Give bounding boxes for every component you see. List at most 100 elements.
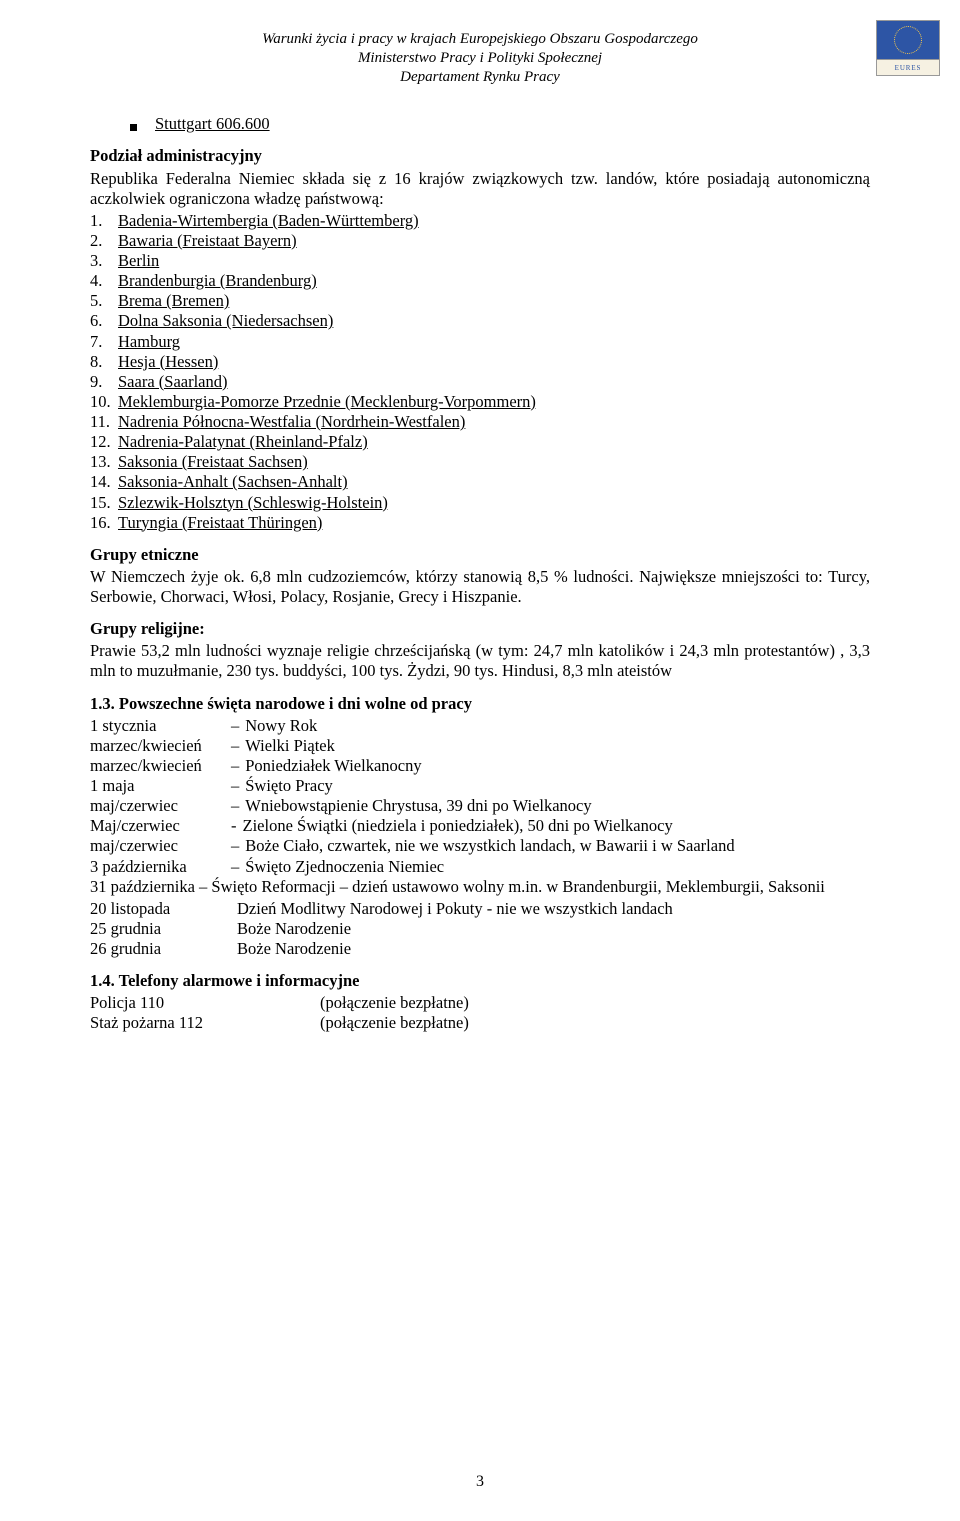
ethnic-text: W Niemczech żyje ok. 6,8 mln cudzoziemcó… bbox=[90, 567, 870, 607]
state-row: 4.Brandenburgia (Brandenburg) bbox=[90, 271, 870, 291]
page-header: Warunki życia i pracy w krajach Europejs… bbox=[90, 30, 870, 86]
bullet-stuttgart: Stuttgart 606.600 bbox=[130, 114, 870, 134]
state-number: 4. bbox=[90, 271, 118, 291]
holiday-row: maj/czerwiec–Wniebowstąpienie Chrystusa,… bbox=[90, 796, 870, 816]
square-bullet-icon bbox=[130, 124, 137, 131]
state-name: Nadrenia Północna-Westfalia (Nordrhein-W… bbox=[118, 412, 465, 432]
holiday-date: marzec/kwiecień bbox=[90, 756, 225, 776]
alarm-note: (połączenie bezpłatne) bbox=[320, 993, 469, 1013]
state-name: Dolna Saksonia (Niedersachsen) bbox=[118, 311, 333, 331]
alarm-name: Policja 110 bbox=[90, 993, 320, 1013]
state-row: 8.Hesja (Hessen) bbox=[90, 352, 870, 372]
holiday-row: 3 października–Święto Zjednoczenia Niemi… bbox=[90, 857, 870, 877]
alarms-heading: 1.4. Telefony alarmowe i informacyjne bbox=[90, 971, 870, 991]
holiday-row: 31 października – Święto Reformacji – dz… bbox=[90, 877, 870, 897]
holiday-row: 25 grudnia Boże Narodzenie bbox=[90, 919, 870, 939]
holiday-label: Zielone Świątki (niedziela i poniedziałe… bbox=[243, 816, 871, 836]
holiday-label: Święto Zjednoczenia Niemiec bbox=[245, 857, 870, 877]
religion-section: Grupy religijne: Prawie 53,2 mln ludnośc… bbox=[90, 619, 870, 681]
ethnic-heading: Grupy etniczne bbox=[90, 545, 870, 565]
state-number: 7. bbox=[90, 332, 118, 352]
state-number: 15. bbox=[90, 493, 118, 513]
state-number: 11. bbox=[90, 412, 118, 432]
state-name: Szlezwik-Holsztyn (Schleswig-Holstein) bbox=[118, 493, 388, 513]
state-row: 7.Hamburg bbox=[90, 332, 870, 352]
holiday-row: 20 listopadaDzień Modlitwy Narodowej i P… bbox=[90, 899, 870, 919]
holiday-date: 1 maja bbox=[90, 776, 225, 796]
state-row: 10.Meklemburgia-Pomorze Przednie (Meckle… bbox=[90, 392, 870, 412]
alarm-row: Policja 110(połączenie bezpłatne) bbox=[90, 993, 870, 1013]
holiday-separator: – bbox=[225, 796, 245, 816]
holiday-date: 20 listopada bbox=[90, 899, 225, 919]
alarms-list: Policja 110(połączenie bezpłatne)Staż po… bbox=[90, 993, 870, 1033]
admin-division-section: Podział administracyjny Republika Federa… bbox=[90, 146, 870, 532]
state-row: 16.Turyngia (Freistaat Thüringen) bbox=[90, 513, 870, 533]
state-number: 9. bbox=[90, 372, 118, 392]
state-name: Badenia-Wirtembergia (Baden-Württemberg) bbox=[118, 211, 419, 231]
alarm-note: (połączenie bezpłatne) bbox=[320, 1013, 469, 1033]
holiday-date: 26 grudnia bbox=[90, 939, 225, 959]
state-row: 12.Nadrenia-Palatynat (Rheinland-Pfalz) bbox=[90, 432, 870, 452]
page-number: 3 bbox=[0, 1473, 960, 1491]
eures-logo: EURES bbox=[876, 20, 940, 78]
state-number: 1. bbox=[90, 211, 118, 231]
state-name: Nadrenia-Palatynat (Rheinland-Pfalz) bbox=[118, 432, 368, 452]
state-number: 16. bbox=[90, 513, 118, 533]
state-name: Bawaria (Freistaat Bayern) bbox=[118, 231, 297, 251]
state-number: 5. bbox=[90, 291, 118, 311]
state-row: 2.Bawaria (Freistaat Bayern) bbox=[90, 231, 870, 251]
holiday-label: Nowy Rok bbox=[245, 716, 870, 736]
state-row: 5.Brema (Bremen) bbox=[90, 291, 870, 311]
holiday-row: marzec/kwiecień–Poniedziałek Wielkanocny bbox=[90, 756, 870, 776]
holidays-heading: 1.3. Powszechne święta narodowe i dni wo… bbox=[90, 694, 870, 714]
holiday-date: maj/czerwiec bbox=[90, 796, 225, 816]
state-number: 14. bbox=[90, 472, 118, 492]
state-row: 11.Nadrenia Północna-Westfalia (Nordrhei… bbox=[90, 412, 870, 432]
alarms-section: 1.4. Telefony alarmowe i informacyjne Po… bbox=[90, 971, 870, 1033]
holiday-date: 25 grudnia bbox=[90, 919, 225, 939]
holiday-separator: - bbox=[225, 816, 243, 836]
state-row: 15.Szlezwik-Holsztyn (Schleswig-Holstein… bbox=[90, 493, 870, 513]
state-row: 1.Badenia-Wirtembergia (Baden-Württember… bbox=[90, 211, 870, 231]
religion-text: Prawie 53,2 mln ludności wyznaje religie… bbox=[90, 641, 870, 681]
eures-logo-text: EURES bbox=[876, 60, 940, 76]
states-list: 1.Badenia-Wirtembergia (Baden-Württember… bbox=[90, 211, 870, 533]
holiday-separator: – bbox=[225, 857, 245, 877]
admin-intro-text: Republika Federalna Niemiec składa się z… bbox=[90, 169, 870, 209]
religion-heading: Grupy religijne: bbox=[90, 619, 870, 639]
admin-heading: Podział administracyjny bbox=[90, 146, 870, 166]
header-line-1: Warunki życia i pracy w krajach Europejs… bbox=[90, 30, 870, 49]
state-name: Turyngia (Freistaat Thüringen) bbox=[118, 513, 322, 533]
holiday-label: Boże Narodzenie bbox=[237, 919, 870, 939]
state-name: Berlin bbox=[118, 251, 159, 271]
holiday-row: marzec/kwiecień–Wielki Piątek bbox=[90, 736, 870, 756]
holidays-section: 1.3. Powszechne święta narodowe i dni wo… bbox=[90, 694, 870, 960]
state-row: 9.Saara (Saarland) bbox=[90, 372, 870, 392]
holiday-separator: – bbox=[225, 716, 245, 736]
eures-logo-stars bbox=[894, 26, 922, 54]
holiday-label: Święto Pracy bbox=[245, 776, 870, 796]
state-number: 3. bbox=[90, 251, 118, 271]
holiday-row: 1 maja–Święto Pracy bbox=[90, 776, 870, 796]
state-name: Meklemburgia-Pomorze Przednie (Mecklenbu… bbox=[118, 392, 536, 412]
state-row: 13.Saksonia (Freistaat Sachsen) bbox=[90, 452, 870, 472]
state-name: Saksonia-Anhalt (Sachsen-Anhalt) bbox=[118, 472, 348, 492]
state-number: 8. bbox=[90, 352, 118, 372]
alarm-name: Staż pożarna 112 bbox=[90, 1013, 320, 1033]
holiday-separator: – bbox=[225, 736, 245, 756]
eures-logo-flag bbox=[876, 20, 940, 60]
state-number: 10. bbox=[90, 392, 118, 412]
state-number: 2. bbox=[90, 231, 118, 251]
holiday-date: 1 stycznia bbox=[90, 716, 225, 736]
holiday-date: marzec/kwiecień bbox=[90, 736, 225, 756]
holiday-label: Poniedziałek Wielkanocny bbox=[245, 756, 870, 776]
state-name: Brandenburgia (Brandenburg) bbox=[118, 271, 317, 291]
holiday-row: maj/czerwiec–Boże Ciało, czwartek, nie w… bbox=[90, 836, 870, 856]
holiday-date: 3 października bbox=[90, 857, 225, 877]
holiday-label: Boże Ciało, czwartek, nie we wszystkich … bbox=[245, 836, 870, 856]
alarm-row: Staż pożarna 112(połączenie bezpłatne) bbox=[90, 1013, 870, 1033]
holiday-row: 1 stycznia–Nowy Rok bbox=[90, 716, 870, 736]
state-row: 14.Saksonia-Anhalt (Sachsen-Anhalt) bbox=[90, 472, 870, 492]
holiday-row: Maj/czerwiec-Zielone Świątki (niedziela … bbox=[90, 816, 870, 836]
ethnic-section: Grupy etniczne W Niemczech żyje ok. 6,8 … bbox=[90, 545, 870, 607]
